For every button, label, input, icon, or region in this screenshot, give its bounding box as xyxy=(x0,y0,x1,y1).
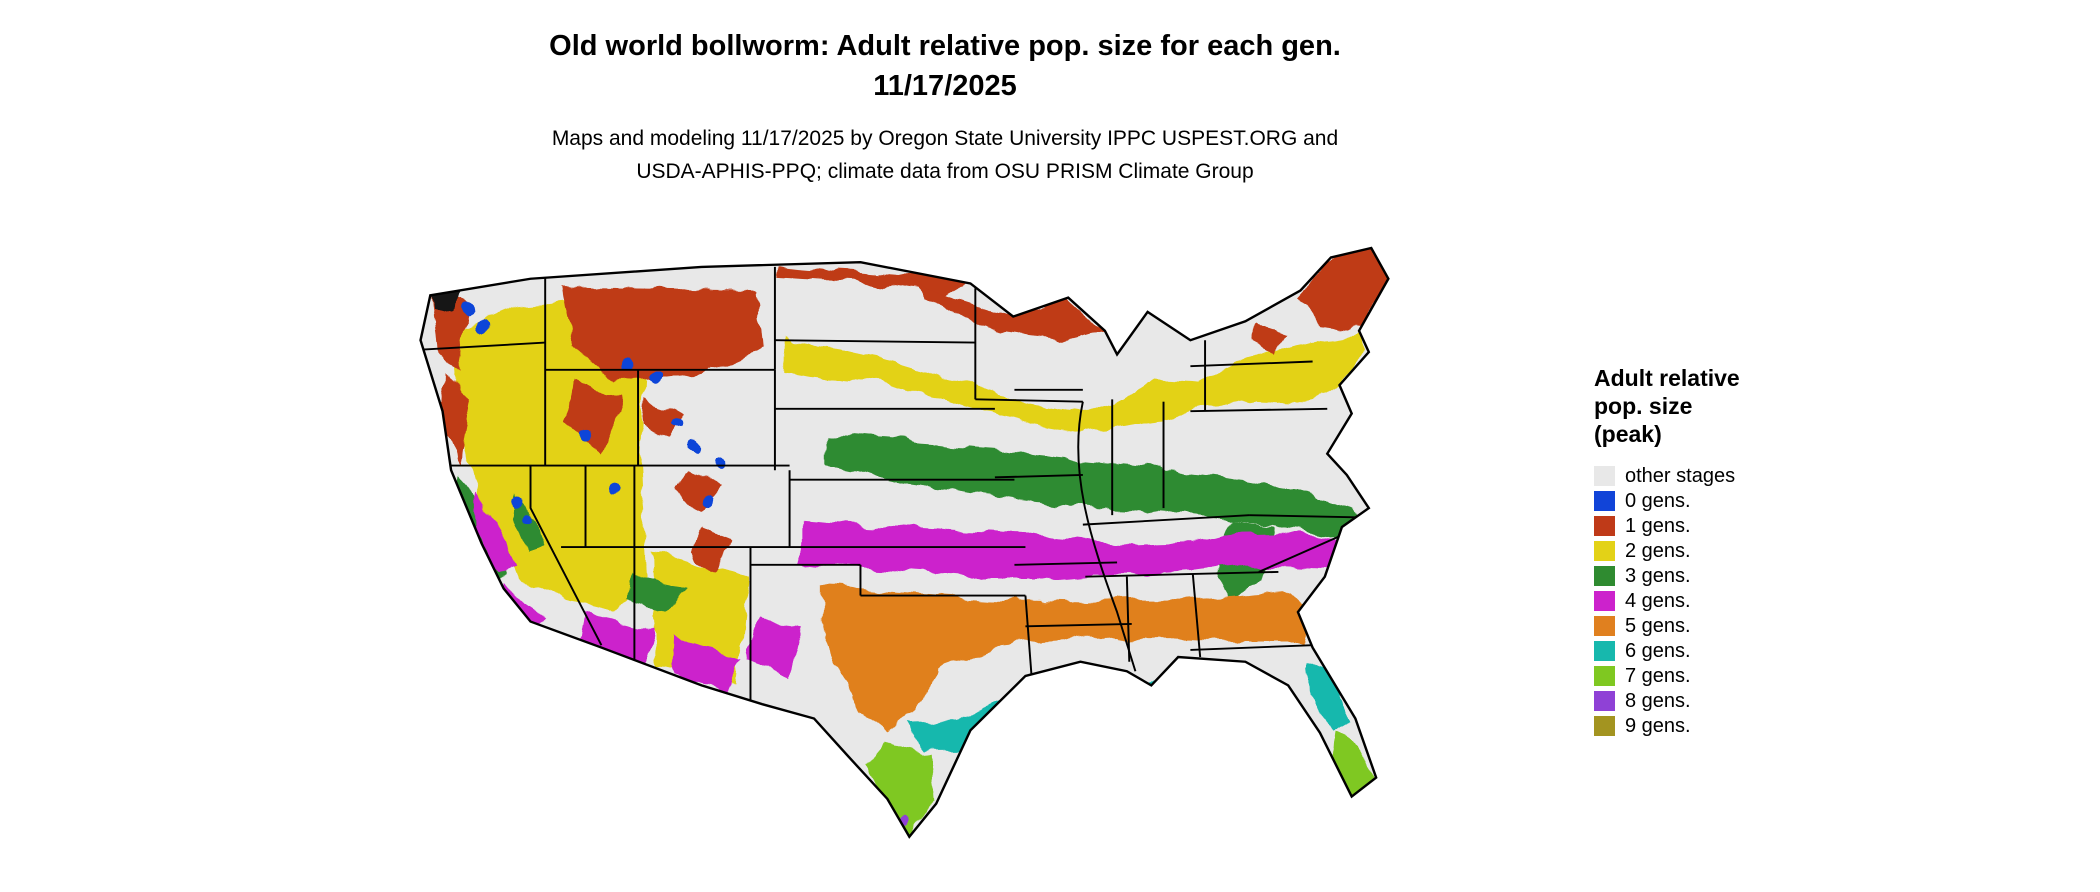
legend-item-label: 7 gens. xyxy=(1625,665,1691,687)
legend-swatch xyxy=(1594,516,1615,536)
legend-swatch xyxy=(1594,566,1615,586)
legend-item: 2 gens. xyxy=(1594,541,1854,561)
map-title-date: 11/17/2025 xyxy=(873,70,1017,102)
legend-item: 1 gens. xyxy=(1594,516,1854,536)
legend-item: 3 gens. xyxy=(1594,566,1854,586)
legend-item-label: 1 gens. xyxy=(1625,515,1691,537)
map-subtitle-line1: Maps and modeling 11/17/2025 by Oregon S… xyxy=(551,127,1339,150)
legend-item: 7 gens. xyxy=(1594,666,1854,686)
legend-item: 0 gens. xyxy=(1594,491,1854,511)
legend-swatch xyxy=(1594,541,1615,561)
legend-title: Adult relative pop. size (peak) xyxy=(1594,364,1854,448)
legend-item-label: 3 gens. xyxy=(1625,565,1691,587)
legend-swatch xyxy=(1594,466,1615,486)
legend: Adult relative pop. size (peak) other st… xyxy=(1594,364,1854,741)
legend-item: 6 gens. xyxy=(1594,641,1854,661)
title-block: Old world bollworm: Adult relative pop. … xyxy=(0,26,1890,188)
legend-swatch xyxy=(1594,641,1615,661)
legend-item-label: 6 gens. xyxy=(1625,640,1691,662)
legend-swatch xyxy=(1594,716,1615,736)
legend-item-label: 2 gens. xyxy=(1625,540,1691,562)
state-borders xyxy=(420,266,1369,705)
legend-swatch xyxy=(1594,591,1615,611)
legend-swatch xyxy=(1594,491,1615,511)
legend-swatch xyxy=(1594,616,1615,636)
legend-item-label: 4 gens. xyxy=(1625,590,1691,612)
legend-item-label: other stages xyxy=(1625,465,1736,487)
us-outline xyxy=(419,246,1390,839)
map-title: Old world bollworm: Adult relative pop. … xyxy=(549,30,1341,62)
legend-item-label: 8 gens. xyxy=(1625,690,1691,712)
legend-swatch xyxy=(1594,691,1615,711)
map-layer-8-gens xyxy=(902,782,1374,828)
legend-title-line1: Adult relative xyxy=(1594,365,1740,391)
legend-items: other stages 0 gens. 1 gens. 2 gens. 3 gens.… xyxy=(1594,466,1854,736)
map-subtitle: Maps and modeling 11/17/2025 by Oregon S… xyxy=(0,122,1890,188)
legend-title-line2: pop. size xyxy=(1594,393,1693,419)
legend-swatch xyxy=(1594,666,1615,686)
legend-item: 8 gens. xyxy=(1594,691,1854,711)
legend-item-label: 5 gens. xyxy=(1625,615,1691,637)
us-generations-map xyxy=(419,246,1390,839)
legend-title-line3: (peak) xyxy=(1594,421,1662,447)
legend-item: 5 gens. xyxy=(1594,616,1854,636)
legend-item: 4 gens. xyxy=(1594,591,1854,611)
map-layer-2-gens-band xyxy=(784,333,1369,433)
legend-item: 9 gens. xyxy=(1594,716,1854,736)
map-layer-0-gens xyxy=(459,303,728,525)
legend-item: other stages xyxy=(1594,466,1854,486)
map-dark-patch-nw xyxy=(432,290,458,312)
map-subtitle-line2: USDA-APHIS-PPQ; climate data from OSU PR… xyxy=(636,160,1254,183)
legend-item-label: 0 gens. xyxy=(1625,490,1691,512)
legend-item-label: 9 gens. xyxy=(1625,715,1691,737)
